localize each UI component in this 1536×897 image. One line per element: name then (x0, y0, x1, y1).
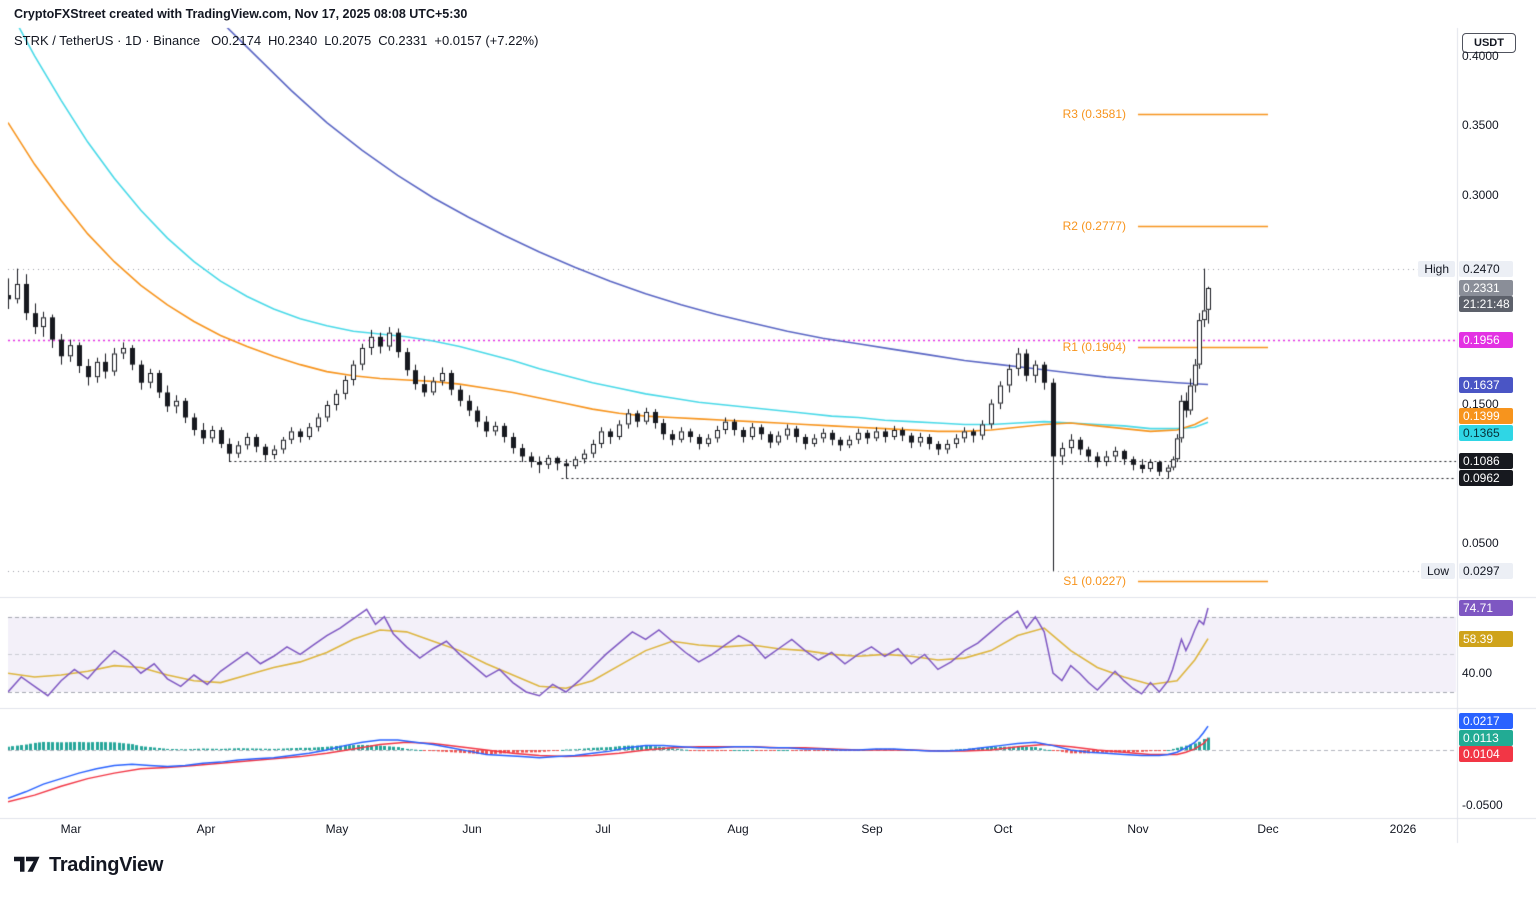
price-axis-label-0.1500: 0.1500 (1462, 396, 1499, 411)
ohlc-close: C0.2331 (378, 33, 428, 48)
ohlc-high: H0.2340 (268, 33, 318, 48)
symbol-legend[interactable]: STRK / TetherUS · 1D · Binance O0.2174 H0.… (14, 33, 545, 48)
price-badge-ma-short[interactable]: 0.1399 (1459, 407, 1513, 424)
price-badge-countdown[interactable]: 21:21:48 (1459, 295, 1513, 312)
price-axis-label-0.3000: 0.3000 (1462, 187, 1499, 202)
time-axis-label-jul: Jul (595, 822, 611, 836)
rsi-badge-rsi-value[interactable]: 74.71 (1459, 599, 1513, 616)
pivot-label-s1: S1 (0.0227) (1063, 573, 1126, 588)
pivot-label-r1: R1 (0.1904) (1062, 340, 1126, 355)
credit-line: CryptoFXStreet created with TradingView.… (14, 7, 468, 21)
time-axis-label-mar: Mar (60, 822, 82, 836)
tradingview-logo-icon (14, 856, 40, 872)
low-side-label: Low (1420, 562, 1455, 579)
time-axis-label-aug: Aug (727, 822, 749, 836)
price-badge-high[interactable]: 0.2470 (1459, 260, 1513, 277)
ohlc-open: O0.2174 (211, 33, 262, 48)
rsi-axis-label-40.00: 40.00 (1462, 666, 1493, 681)
tradingview-logo[interactable]: TradingView (14, 853, 163, 877)
symbol-title[interactable]: STRK / TetherUS · 1D · Binance (14, 33, 201, 48)
macd-axis-label--0.0500: -0.0500 (1462, 798, 1503, 812)
time-axis-label-sep: Sep (861, 822, 883, 836)
price-axis-label-0.0500: 0.0500 (1462, 535, 1499, 550)
rsi-badge-rsi-ma-value[interactable]: 58.39 (1459, 630, 1513, 647)
macd-badge-signal-value[interactable]: 0.0104 (1459, 745, 1513, 762)
price-badge-last-price[interactable]: 0.2331 (1459, 279, 1513, 296)
price-badge-level-pink[interactable]: 0.1956 (1459, 332, 1513, 349)
price-badge-ma-mid[interactable]: 0.1365 (1459, 425, 1513, 442)
tradingview-logo-text: TradingView (49, 853, 164, 876)
price-badge-level-1086[interactable]: 0.1086 (1459, 453, 1513, 470)
price-axis-label-0.3500: 0.3500 (1462, 118, 1499, 133)
pivot-label-r2: R2 (0.2777) (1062, 218, 1126, 233)
macd-badge-macd-value[interactable]: 0.0217 (1459, 713, 1513, 730)
time-axis-label-may: May (325, 822, 349, 836)
pivot-label-r3: R3 (0.3581) (1062, 107, 1126, 122)
time-axis-label-apr: Apr (196, 822, 216, 836)
macd-badge-hist-value[interactable]: 0.0113 (1459, 729, 1513, 746)
price-badge-low[interactable]: 0.0297 (1459, 562, 1513, 579)
time-axis-label-jun: Jun (462, 822, 482, 836)
price-badge-ma-long[interactable]: 0.1637 (1459, 376, 1513, 393)
price-badge-level-0962[interactable]: 0.0962 (1459, 470, 1513, 487)
time-axis-label-dec: Dec (1257, 822, 1279, 836)
time-axis-label-oct: Oct (993, 822, 1013, 836)
time-axis-label-nov: Nov (1127, 822, 1149, 836)
ohlc-change: +0.0157 (+7.22%) (434, 33, 539, 48)
price-axis-label-0.4000: 0.4000 (1462, 48, 1499, 63)
ohlc-low: L0.2075 (324, 33, 372, 48)
high-side-label: High (1418, 260, 1455, 277)
time-axis-label-2026: 2026 (1389, 822, 1417, 836)
currency-toggle-button[interactable]: USDT (1462, 33, 1516, 53)
